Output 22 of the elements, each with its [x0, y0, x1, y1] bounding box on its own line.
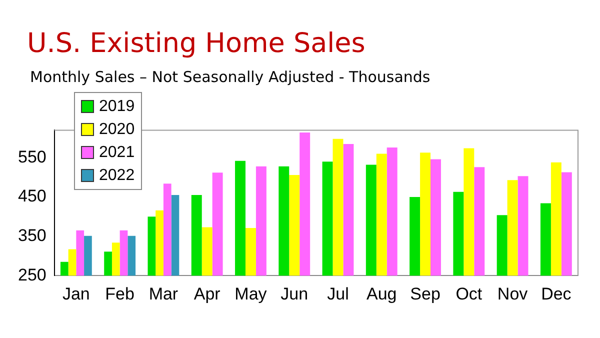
x-tick-label: Jan	[62, 284, 90, 304]
legend-label: 2021	[99, 143, 135, 163]
x-tick-label: Aug	[366, 284, 397, 304]
x-tick-label: Nov	[497, 284, 528, 304]
legend-label: 2022	[99, 166, 135, 186]
x-tick-label: Jul	[327, 284, 349, 304]
x-tick-label: Oct	[456, 284, 482, 304]
x-tick-label: Apr	[194, 284, 221, 304]
chart-subtitle: Monthly Sales – Not Seasonally Adjusted - Thousands	[30, 68, 430, 86]
x-tick-label: Dec	[541, 284, 572, 304]
x-tick-label: May	[234, 284, 268, 304]
legend-label: 2019	[99, 97, 135, 117]
y-tick-label: 350	[18, 226, 46, 245]
x-tick-label: Feb	[105, 284, 134, 304]
y-tick-label: 250	[18, 265, 46, 284]
x-tick-label: Sep	[410, 284, 440, 304]
y-tick-label: 550	[18, 147, 46, 166]
y-tick-label: 450	[18, 186, 46, 206]
legend-label: 2020	[99, 120, 135, 140]
x-tick-label: Mar	[148, 284, 178, 304]
x-tick-label: Jun	[280, 284, 308, 304]
chart-title: U.S. Existing Home Sales	[27, 28, 366, 59]
